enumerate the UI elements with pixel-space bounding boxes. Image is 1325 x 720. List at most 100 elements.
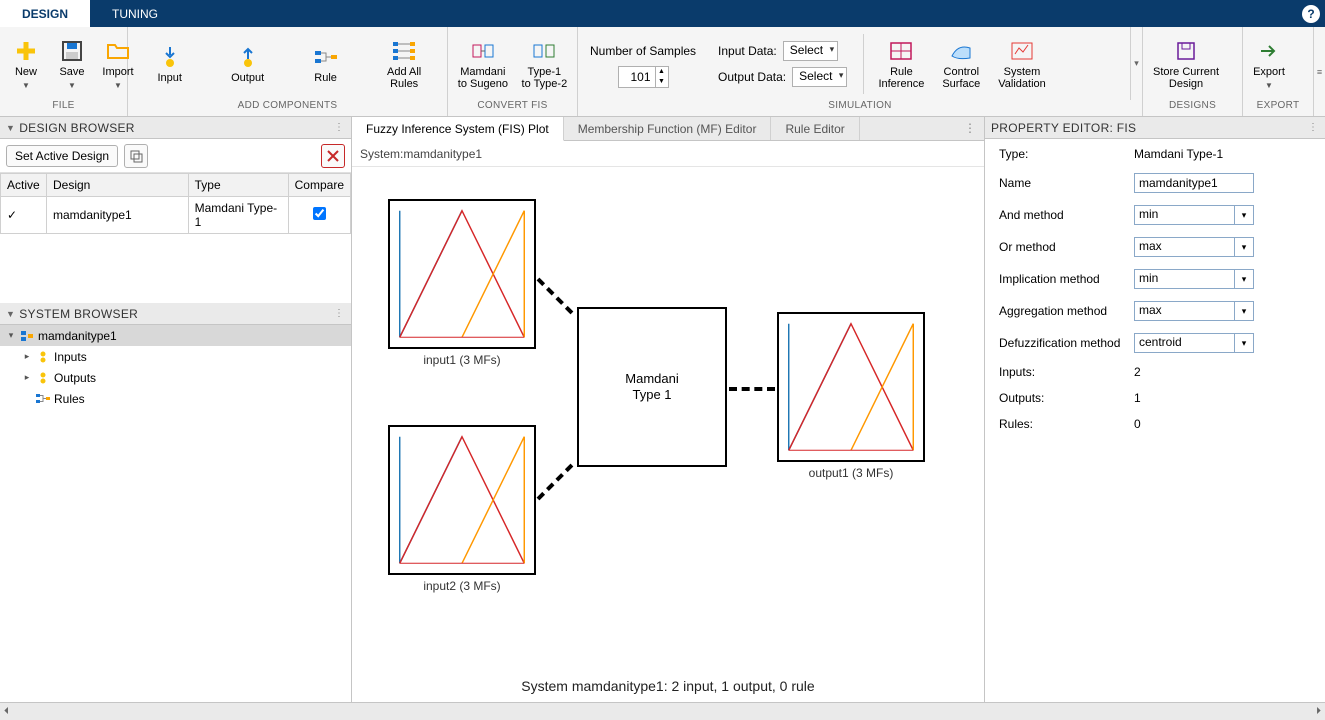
- status-bar: ⏴ ⏵: [0, 702, 1325, 720]
- input-icon: [160, 44, 180, 70]
- outputs-icon: [36, 371, 50, 385]
- pe-rules-k: Rules:: [999, 417, 1134, 431]
- set-active-design-button[interactable]: Set Active Design: [6, 145, 118, 167]
- new-button[interactable]: New▼: [6, 36, 46, 92]
- validation-icon: [1009, 38, 1035, 64]
- ribbon: New▼ Save▼ Import▼ FILE Input Output: [0, 27, 1325, 117]
- nsamples-input[interactable]: [619, 70, 655, 84]
- help-button[interactable]: ?: [1297, 0, 1325, 27]
- add-output-button[interactable]: Output: [227, 42, 268, 86]
- pe-inputs-v: 2: [1134, 365, 1311, 379]
- pe-defuzz-select[interactable]: centroid: [1134, 333, 1254, 353]
- tree-root-label: mamdanitype1: [38, 329, 117, 343]
- control-surface-button[interactable]: Control Surface: [938, 36, 984, 92]
- design-table: Active Design Type Compare ✓ mamdanitype…: [0, 173, 351, 234]
- spin-up[interactable]: ▲: [656, 67, 668, 77]
- add-rule-button[interactable]: Rule: [306, 42, 346, 86]
- save-label: Save: [59, 66, 84, 78]
- indata-label: Input Data:: [718, 44, 777, 58]
- mamdani-to-sugeno-button[interactable]: Mamdani to Sugeno: [454, 36, 512, 92]
- pe-agg-k: Aggregation method: [999, 304, 1134, 318]
- design-browser-menu[interactable]: ⋮: [334, 122, 345, 133]
- inputs-icon: [36, 350, 50, 364]
- rule-inference-button[interactable]: Rule Inference: [874, 36, 928, 92]
- designs-group-label: DESIGNS: [1143, 100, 1242, 116]
- tab-design[interactable]: DESIGN: [0, 0, 90, 27]
- tree-outputs-label: Outputs: [54, 371, 96, 385]
- col-compare: Compare: [288, 174, 350, 197]
- add-all-label: Add All Rules: [387, 66, 421, 90]
- nsamples-spinner[interactable]: ▲▼: [618, 66, 669, 88]
- output1-box[interactable]: [777, 312, 925, 462]
- file-group-label: FILE: [0, 100, 127, 116]
- tree-root[interactable]: ▾ mamdanitype1: [0, 325, 351, 346]
- system-validation-button[interactable]: System Validation: [994, 36, 1050, 92]
- copy-design-button[interactable]: [124, 144, 148, 168]
- export-button[interactable]: Export▼: [1249, 36, 1289, 92]
- tree-rules-label: Rules: [54, 392, 85, 406]
- scroll-right-icon[interactable]: ⏵: [1316, 706, 1321, 717]
- add-input-label: Input: [157, 72, 181, 84]
- tree-rules[interactable]: Rules: [0, 388, 351, 409]
- pe-and-k: And method: [999, 208, 1134, 222]
- output-data-select[interactable]: Select: [792, 67, 847, 87]
- main-tab-strip: DESIGN TUNING ?: [0, 0, 1325, 27]
- collapse-icon[interactable]: ▼: [6, 123, 15, 133]
- outdata-label: Output Data:: [718, 70, 786, 84]
- property-editor-title: PROPERTY EDITOR: FIS: [991, 121, 1308, 135]
- pe-and-select[interactable]: min: [1134, 205, 1254, 225]
- scroll-left-icon[interactable]: ⏴: [4, 706, 9, 717]
- tab-mf-editor[interactable]: Membership Function (MF) Editor: [564, 117, 772, 140]
- pe-type-v: Mamdani Type-1: [1134, 147, 1311, 161]
- convert2-icon: [532, 38, 556, 64]
- sysline-name: mamdanitype1: [403, 147, 482, 161]
- store-icon: [1174, 38, 1198, 64]
- rule-inference-icon: [888, 38, 914, 64]
- canvas-caption: System mamdanitype1: 2 input, 1 output, …: [352, 678, 984, 694]
- tab-fis-plot[interactable]: Fuzzy Inference System (FIS) Plot: [352, 117, 564, 141]
- sim-more[interactable]: ▾: [1130, 27, 1142, 100]
- add-output-label: Output: [231, 72, 264, 84]
- export-group-label: EXPORT: [1243, 100, 1313, 116]
- property-editor-menu[interactable]: ⋮: [1308, 122, 1319, 133]
- input2-box[interactable]: [388, 425, 536, 575]
- pe-imp-select[interactable]: min: [1134, 269, 1254, 289]
- compare-checkbox[interactable]: [313, 207, 326, 220]
- convert-group-label: CONVERT FIS: [448, 100, 577, 116]
- add-all-rules-button[interactable]: Add All Rules: [383, 36, 425, 92]
- spin-down[interactable]: ▼: [656, 77, 668, 87]
- type1-to-type2-button[interactable]: Type-1 to Type-2: [518, 36, 571, 92]
- ribbon-overflow[interactable]: ≡: [1313, 27, 1325, 116]
- property-editor-header: PROPERTY EDITOR: FIS ⋮: [985, 117, 1325, 139]
- tree-inputs-label: Inputs: [54, 350, 87, 364]
- store-design-button[interactable]: Store Current Design: [1149, 36, 1223, 92]
- pe-imp-k: Implication method: [999, 272, 1134, 286]
- system-browser-menu[interactable]: ⋮: [334, 308, 345, 319]
- delete-design-button[interactable]: [321, 144, 345, 168]
- rule-icon: [314, 44, 338, 70]
- input-data-select[interactable]: Select: [783, 41, 838, 61]
- tree-outputs[interactable]: ▸ Outputs: [0, 367, 351, 388]
- input1-box[interactable]: [388, 199, 536, 349]
- pe-defuzz-k: Defuzzification method: [999, 336, 1134, 350]
- tree-inputs[interactable]: ▸ Inputs: [0, 346, 351, 367]
- add-group-label: ADD COMPONENTS: [128, 100, 447, 116]
- pe-or-k: Or method: [999, 240, 1134, 254]
- input2-label: input2 (3 MFs): [388, 579, 536, 593]
- core-line1: Mamdani: [625, 371, 678, 386]
- convert-icon: [471, 38, 495, 64]
- tab-tuning[interactable]: TUNING: [90, 0, 180, 27]
- center-tabs: Fuzzy Inference System (FIS) Plot Member…: [352, 117, 984, 141]
- pe-agg-select[interactable]: max: [1134, 301, 1254, 321]
- pe-name-input[interactable]: [1134, 173, 1254, 193]
- fis-core-box[interactable]: MamdaniType 1: [577, 307, 727, 467]
- save-button[interactable]: Save▼: [52, 36, 92, 92]
- pe-or-select[interactable]: max: [1134, 237, 1254, 257]
- ruleinf-label: Rule Inference: [878, 66, 924, 90]
- tab-rule-editor[interactable]: Rule Editor: [771, 117, 859, 140]
- add-input-button[interactable]: Input: [150, 42, 190, 86]
- nsamples-label: Number of Samples: [590, 44, 696, 58]
- design-row[interactable]: ✓ mamdanitype1 Mamdani Type-1: [1, 197, 351, 234]
- collapse-icon[interactable]: ▼: [6, 309, 15, 319]
- center-tabs-menu[interactable]: ⋮: [956, 117, 984, 140]
